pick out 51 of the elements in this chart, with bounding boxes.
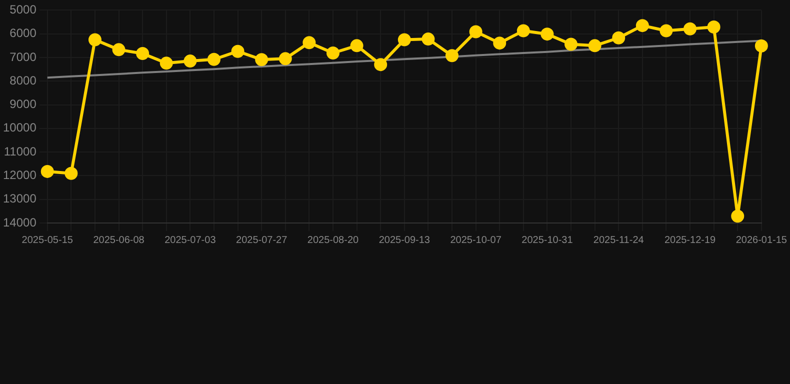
x-tick-label: 2025-10-07 bbox=[450, 234, 502, 246]
point bbox=[374, 58, 388, 72]
x-tick-label: 2025-12-19 bbox=[664, 234, 716, 246]
point bbox=[588, 39, 602, 52]
point bbox=[469, 25, 482, 38]
y-tick-label: 10000 bbox=[2, 120, 37, 135]
point bbox=[184, 54, 197, 68]
point bbox=[136, 46, 150, 60]
y-tick-label: 9000 bbox=[10, 97, 37, 112]
x-tick-label: 2025-07-27 bbox=[236, 234, 288, 246]
x-tick-label: 2025-08-20 bbox=[307, 234, 360, 246]
x-tick-label: 2026-01-15 bbox=[736, 234, 788, 246]
x-tick-label: 2025-05-15 bbox=[22, 234, 74, 246]
point bbox=[707, 20, 720, 34]
x-tick-label: 2025-06-08 bbox=[93, 234, 145, 246]
point bbox=[564, 38, 578, 51]
point bbox=[660, 24, 673, 38]
x-tick-label: 2025-10-31 bbox=[522, 234, 574, 246]
point bbox=[278, 52, 292, 66]
point bbox=[207, 52, 220, 66]
point bbox=[540, 28, 554, 41]
x-tick-label: 2025-11-24 bbox=[593, 234, 644, 246]
point bbox=[326, 46, 340, 60]
point bbox=[231, 44, 244, 58]
point bbox=[88, 33, 102, 46]
point bbox=[731, 210, 744, 223]
point bbox=[398, 33, 411, 46]
point bbox=[422, 32, 435, 46]
point bbox=[160, 56, 173, 70]
y-tick-label: 14000 bbox=[2, 215, 37, 230]
x-tick-label: 2025-09-13 bbox=[378, 234, 430, 246]
point bbox=[302, 36, 316, 50]
point bbox=[350, 39, 364, 52]
y-tick-label: 7000 bbox=[10, 50, 37, 64]
y-tick-label: 5000 bbox=[10, 2, 37, 17]
y-tick-label: 11000 bbox=[4, 144, 37, 158]
point bbox=[754, 39, 768, 52]
y-tick-label: 13000 bbox=[2, 192, 37, 206]
y-tick-label: 6000 bbox=[10, 26, 37, 40]
point bbox=[636, 19, 649, 32]
point bbox=[64, 166, 78, 180]
point bbox=[255, 53, 268, 66]
y-tick-label: 8000 bbox=[10, 73, 37, 88]
y-tick-label: 12000 bbox=[2, 168, 37, 182]
point bbox=[493, 36, 506, 50]
point bbox=[446, 49, 458, 62]
point bbox=[516, 24, 530, 38]
x-tick-label: 2025-07-03 bbox=[164, 234, 216, 246]
point bbox=[612, 31, 626, 44]
point bbox=[112, 43, 126, 56]
point bbox=[684, 22, 697, 36]
